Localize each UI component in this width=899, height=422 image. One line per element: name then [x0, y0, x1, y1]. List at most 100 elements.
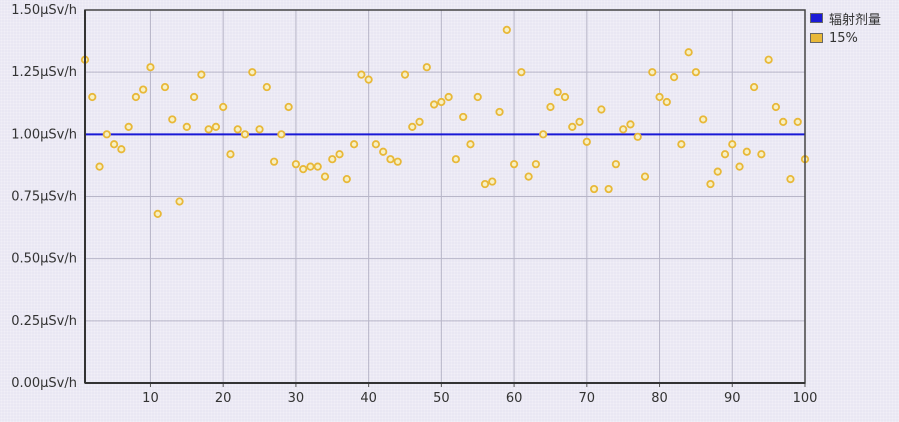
data-point [720, 150, 730, 159]
x-tick-label: 90 [724, 391, 741, 406]
data-point [459, 112, 468, 122]
data-point [335, 150, 344, 159]
data-point [553, 87, 562, 97]
data-point [240, 130, 250, 139]
data-point [153, 209, 162, 219]
data-point [589, 184, 599, 194]
data-point [124, 122, 133, 131]
data-point [684, 48, 693, 57]
data-point [764, 55, 773, 64]
data-point [699, 115, 708, 124]
legend-item-radiation-dose[interactable]: 辐射剂量 [810, 8, 881, 28]
x-tick-label: 30 [288, 391, 305, 406]
data-point [451, 155, 461, 164]
axes [84, 9, 806, 387]
data-point [248, 68, 257, 77]
data-point [648, 68, 657, 77]
grid [85, 9, 806, 384]
data-point [437, 97, 446, 107]
data-point [771, 102, 781, 112]
data-point [466, 140, 475, 149]
data-point [269, 157, 279, 166]
data-point [691, 68, 701, 77]
data-point [582, 137, 591, 146]
scatter-points [80, 25, 810, 219]
data-point [262, 82, 271, 92]
data-point [131, 92, 141, 102]
data-point [669, 73, 679, 82]
data-point [524, 172, 533, 181]
data-point [400, 70, 410, 79]
data-point [793, 117, 802, 127]
x-tick-label: 80 [651, 391, 668, 406]
data-point [480, 179, 490, 189]
data-point [560, 92, 570, 102]
data-point [619, 125, 628, 134]
data-point [284, 102, 293, 112]
x-tick-label: 50 [433, 391, 450, 406]
data-point [415, 117, 424, 127]
data-point [379, 147, 388, 156]
data-point [655, 92, 664, 102]
data-point [604, 184, 613, 194]
data-point [757, 150, 766, 159]
data-point [328, 155, 337, 164]
data-point [139, 85, 148, 94]
data-point [473, 92, 482, 102]
data-point [255, 125, 264, 134]
data-point [386, 155, 395, 164]
data-point [488, 177, 497, 186]
data-point [168, 115, 177, 124]
data-point [219, 102, 228, 112]
x-tick-label: 40 [360, 391, 377, 406]
legend-item-15-percent[interactable]: 15% [810, 28, 881, 48]
data-point [633, 132, 642, 141]
legend-swatch-radiation-dose [810, 13, 823, 23]
data-point [349, 140, 359, 149]
data-point [393, 157, 402, 166]
x-tick-label: 20 [215, 391, 232, 406]
data-point [211, 122, 221, 131]
x-tick-labels: 10 20 30 40 50 60 70 80 90 100 [142, 391, 817, 406]
data-point [502, 25, 511, 34]
data-point [160, 82, 170, 92]
data-point [662, 97, 671, 107]
legend-label-radiation-dose: 辐射剂量 [829, 12, 882, 28]
data-point [233, 125, 242, 134]
data-point [88, 92, 97, 102]
data-point [226, 150, 235, 159]
data-point [568, 122, 577, 131]
data-point [277, 130, 286, 139]
data-point [291, 160, 301, 169]
x-tick-label: 60 [506, 391, 523, 406]
data-point [175, 197, 184, 206]
data-point [706, 179, 715, 189]
y-tick-label: 0.00μSv/h [11, 376, 77, 391]
data-point [495, 107, 504, 117]
y-tick-label: 1.25μSv/h [11, 65, 77, 80]
y-tick-label: 0.75μSv/h [11, 190, 77, 205]
y-tick-label: 1.50μSv/h [11, 3, 77, 18]
data-point [546, 102, 555, 112]
data-point [539, 130, 548, 139]
data-point [313, 162, 322, 171]
y-tick-label: 1.00μSv/h [11, 127, 77, 142]
x-tick-label: 100 [793, 391, 818, 406]
data-point [320, 172, 330, 181]
data-point [509, 160, 519, 169]
data-point [197, 70, 206, 79]
data-point [95, 162, 104, 171]
data-point [182, 122, 191, 131]
data-point [146, 63, 155, 72]
data-point [189, 92, 199, 102]
data-point [357, 70, 366, 79]
data-point [364, 75, 373, 84]
data-point [299, 165, 308, 174]
data-point [626, 120, 635, 129]
data-point [640, 172, 650, 181]
y-tick-label: 0.25μSv/h [11, 314, 77, 329]
data-point [749, 82, 759, 92]
data-point [422, 63, 431, 72]
